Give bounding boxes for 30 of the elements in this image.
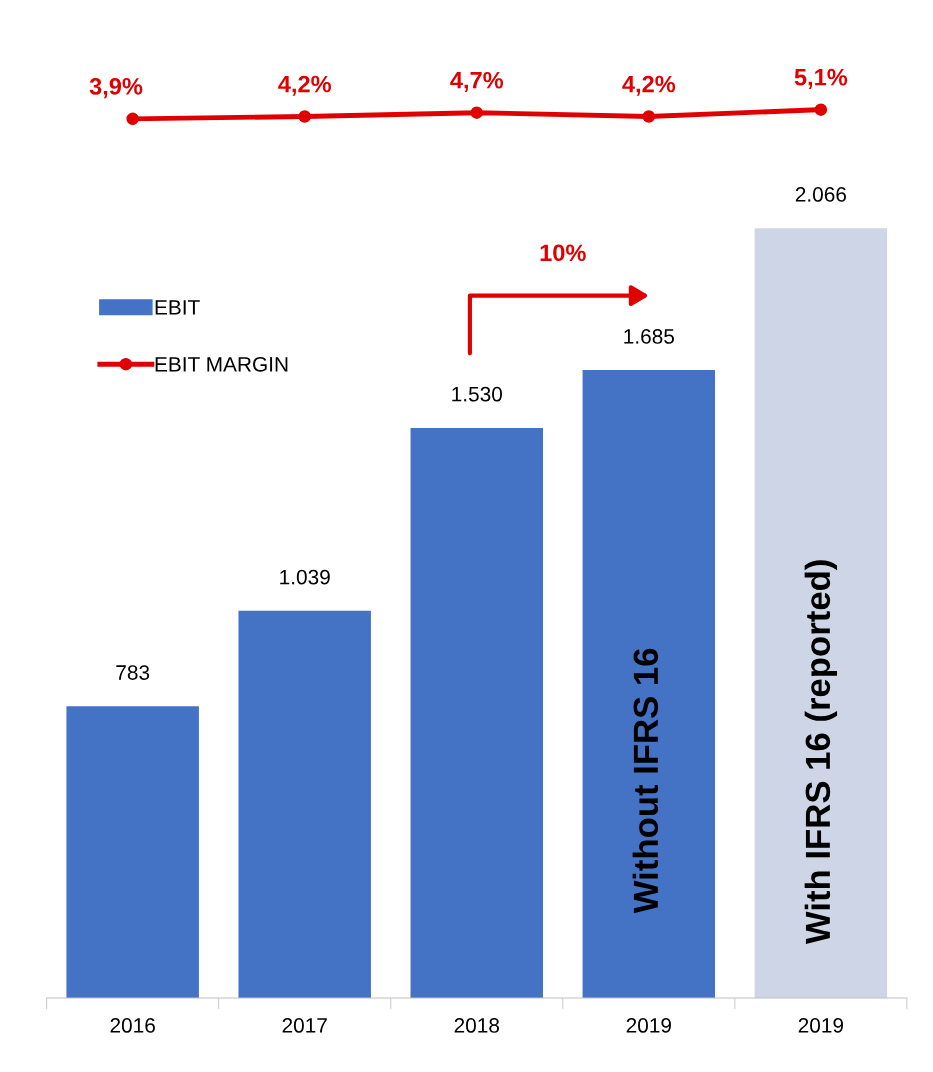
data-label: 1.685 [624,329,674,344]
legend-label: EBIT MARGIN [155,356,288,372]
data-label: 4,2% [278,75,331,96]
bar [754,228,888,999]
bar [582,370,716,999]
x-tick-label: 2019 [626,1018,671,1033]
data-label: 4,2% [622,75,676,96]
bar [410,427,543,999]
x-tick-label: 2016 [110,1018,155,1033]
point [126,112,139,126]
data-label: 5,1% [794,68,848,89]
x-tick-label: 2019 [798,1018,844,1033]
data-label: 1.530 [452,386,503,402]
x-tick-label: 2017 [282,1018,327,1033]
legend-label: EBIT [155,300,200,315]
annotation: 10% [540,244,586,262]
point [814,103,828,116]
point [642,110,656,123]
annotation: With IFRS 16 (reported) [804,560,838,945]
bar [66,706,199,999]
data-label: 1.039 [280,569,330,585]
annotation: Without IFRS 16 [632,648,659,914]
point [298,110,311,123]
point [470,106,484,119]
data-label: 783 [116,665,150,680]
data-label: 2.066 [795,187,847,202]
data-label: 4,7% [450,71,504,93]
data-label: 3,9% [89,77,143,99]
bar [238,610,371,999]
x-tick-label: 2018 [454,1018,500,1033]
